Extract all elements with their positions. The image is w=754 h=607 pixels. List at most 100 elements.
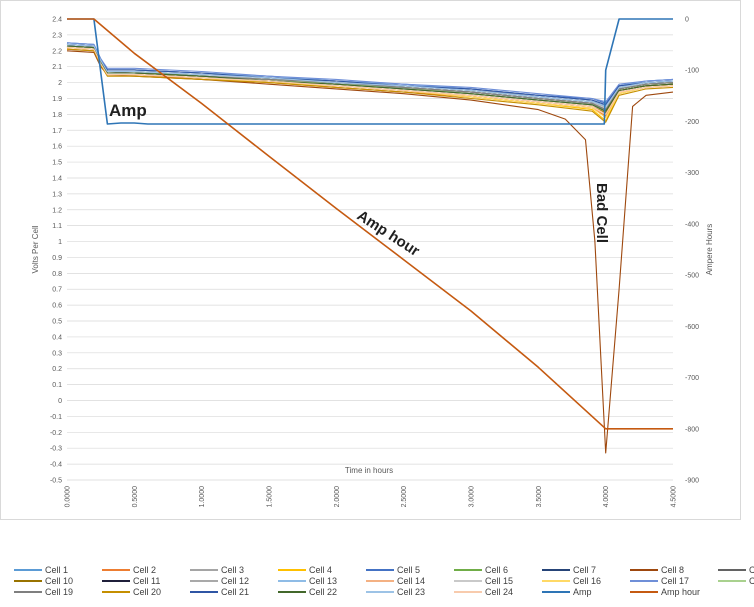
- legend-item: Amp: [542, 586, 592, 598]
- legend-label: Cell 10: [45, 576, 74, 586]
- legend-item: Cell 8: [630, 564, 684, 576]
- legend-item: Cell 10: [14, 575, 73, 587]
- y-tick-label: 0.4: [52, 334, 62, 341]
- legend-label: Cell 2: [133, 565, 157, 575]
- y2-tick-label: -700: [685, 375, 699, 382]
- y-tick-label: 0.8: [52, 271, 62, 278]
- legend-swatch: [454, 579, 482, 582]
- legend-swatch: [102, 590, 130, 593]
- legend-label: Cell 1: [45, 565, 69, 575]
- legend-item: Cell 2: [102, 564, 156, 576]
- y2-tick-label: 0: [685, 17, 689, 24]
- legend-swatch: [190, 579, 218, 582]
- legend-label: Cell 20: [133, 587, 162, 597]
- legend-label: Cell 3: [221, 565, 245, 575]
- grid-layer: [67, 18, 673, 481]
- legend-swatch: [366, 568, 394, 571]
- legend-item: Cell 16: [542, 575, 601, 587]
- series-line-cell-23: [66, 43, 674, 107]
- legend-swatch: [454, 568, 482, 571]
- legend-swatch: [278, 568, 306, 571]
- series-line-amp-hour: [67, 18, 673, 430]
- annotation-amp-hour: Amp hour: [354, 207, 423, 260]
- legend-swatch: [14, 568, 42, 571]
- y-tick-label: 1.2: [52, 207, 62, 214]
- legend-swatch: [190, 590, 218, 593]
- legend-label: Cell 12: [221, 576, 250, 586]
- legend-label: Cell 16: [573, 576, 602, 586]
- legend-item: Cell 23: [366, 586, 425, 598]
- y-tick-label: -0.5: [50, 478, 62, 485]
- y2-tick-label: -500: [685, 273, 699, 280]
- legend-item: Cell 4: [278, 564, 332, 576]
- legend-label: Cell 14: [397, 576, 426, 586]
- legend-swatch: [630, 590, 658, 593]
- x-tick-label: 4.0000: [603, 486, 610, 508]
- legend-item: Cell 17: [630, 575, 689, 587]
- x-tick-label: 3.5000: [536, 486, 543, 508]
- legend-label: Cell 17: [661, 576, 690, 586]
- legend-item: Cell 5: [366, 564, 420, 576]
- y-tick-label: 0.2: [52, 366, 62, 373]
- legend-label: Cell 19: [45, 587, 74, 597]
- legend-item: Cell 11: [102, 575, 160, 587]
- legend-swatch: [454, 590, 482, 593]
- y-tick-label: 1.7: [52, 128, 62, 135]
- y-tick-label: 1.9: [52, 96, 62, 103]
- legend-label: Cell 18: [749, 576, 754, 586]
- x-tick-label: 2.5000: [401, 486, 408, 508]
- legend-label: Cell 7: [573, 565, 597, 575]
- y-tick-label: -0.1: [50, 414, 62, 421]
- x-tick-label: 1.5000: [267, 486, 274, 508]
- legend-label: Cell 4: [309, 565, 333, 575]
- y-tick-label: 1: [58, 239, 62, 246]
- legend-label: Cell 21: [221, 587, 250, 597]
- legend-item: Cell 24: [454, 586, 513, 598]
- legend-label: Cell 11: [133, 576, 161, 586]
- y2-tick-label: -300: [685, 170, 699, 177]
- y-tick-label: 0: [58, 398, 62, 405]
- chart-frame: [0, 0, 741, 520]
- y-tick-label: 2.1: [52, 64, 62, 71]
- legend-label: Cell 24: [485, 587, 514, 597]
- legend-item: Cell 13: [278, 575, 337, 587]
- series-line-cell-20: [66, 48, 674, 123]
- y2-tick-label: -900: [685, 478, 699, 485]
- y2-tick-label: -400: [685, 221, 699, 228]
- legend-label: Cell 5: [397, 565, 421, 575]
- legend-swatch: [542, 579, 570, 582]
- series-line-cell-17: [66, 42, 674, 103]
- legend-swatch: [366, 579, 394, 582]
- legend-swatch: [278, 579, 306, 582]
- y-tick-label: 0.5: [52, 319, 62, 326]
- axis-layer: -0.5 -0.4 -0.3 -0.2 -0.1 0 0.1 0.2 0.3 0.4 0.5 0.6 0…: [31, 17, 714, 508]
- y-tick-label: 2.4: [52, 17, 62, 24]
- legend-item: Cell 6: [454, 564, 508, 576]
- legend-swatch: [102, 579, 130, 582]
- legend-swatch: [14, 590, 42, 593]
- legend-item: Cell 1: [14, 564, 68, 576]
- legend-swatch: [366, 590, 394, 593]
- x-tick-label: 2.0000: [334, 486, 341, 508]
- legend-item: Amp hour: [630, 586, 700, 598]
- chart-svg: -0.5 -0.4 -0.3 -0.2 -0.1 0 0.1 0.2 0.3 0.4 0.5 0.6 0…: [31, 17, 714, 508]
- series-line-cell-10: [66, 47, 674, 114]
- x-tick-label: 0.0000: [65, 486, 72, 508]
- y-tick-label: 1.1: [52, 223, 62, 230]
- legend-item: Cell 3: [190, 564, 244, 576]
- y-tick-label: -0.4: [50, 462, 62, 469]
- y-tick-label: 1.3: [52, 191, 62, 198]
- series-line-cell-18: [66, 45, 674, 112]
- series-line-cell-9: [66, 45, 674, 112]
- legend-swatch: [630, 568, 658, 571]
- legend-swatch: [718, 568, 746, 571]
- legend-item: Cell 22: [278, 586, 337, 598]
- series-line-cell-8: [66, 50, 674, 454]
- legend-item: Cell 20: [102, 586, 161, 598]
- y-tick-label: 0.3: [52, 350, 62, 357]
- x-tick-label: 0.5000: [132, 486, 139, 508]
- y-tick-label: 1.6: [52, 144, 62, 151]
- y-tick-label: 1.8: [52, 112, 62, 119]
- y-tick-label: 0.6: [52, 303, 62, 310]
- y-tick-label: 2: [58, 80, 62, 87]
